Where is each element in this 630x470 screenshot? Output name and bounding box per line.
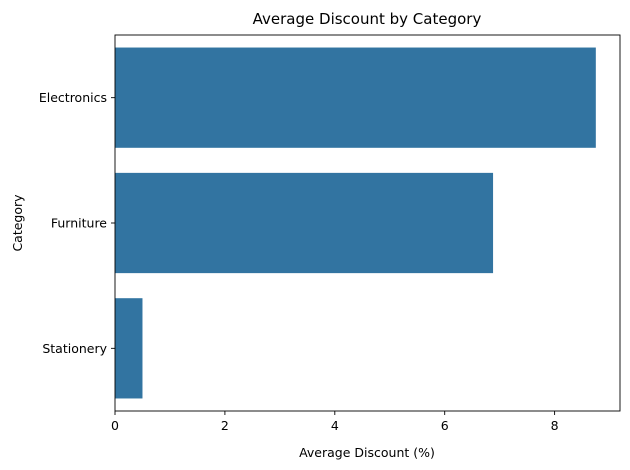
- y-axis-ticks: Electronics Furniture Stationery: [39, 90, 115, 356]
- x-tick-label: 4: [331, 418, 339, 433]
- y-tick-label: Stationery: [42, 341, 107, 356]
- bars-group: [115, 47, 596, 399]
- x-tick-label: 2: [221, 418, 229, 433]
- x-axis-label: Average Discount (%): [299, 445, 435, 460]
- y-tick-label: Electronics: [39, 90, 107, 105]
- bar-stationery: [115, 298, 143, 399]
- x-tick-label: 0: [111, 418, 119, 433]
- bar-furniture: [115, 172, 494, 274]
- y-tick-label: Furniture: [51, 216, 107, 231]
- chart-title: Average Discount by Category: [253, 10, 482, 28]
- bar-electronics: [115, 47, 596, 148]
- y-axis-label: Category: [10, 194, 25, 252]
- x-tick-label: 8: [551, 418, 559, 433]
- plot-frame: [114, 34, 621, 412]
- x-axis-ticks: 0 2 4 6 8: [111, 411, 559, 433]
- x-tick-label: 6: [441, 418, 449, 433]
